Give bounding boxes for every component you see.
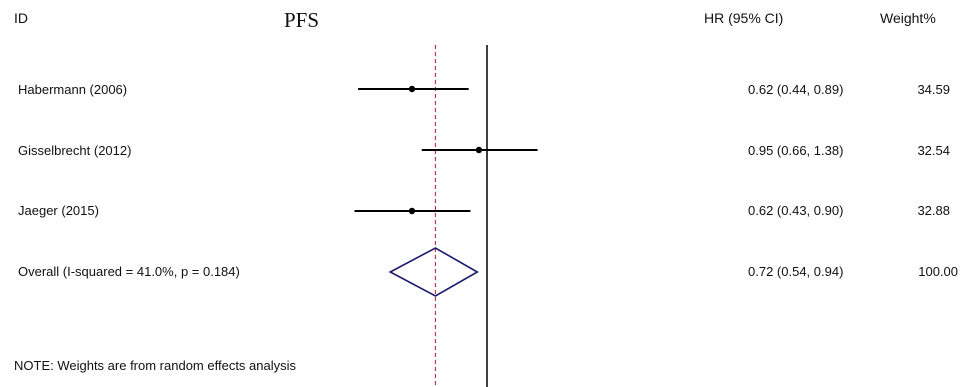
footnote: NOTE: Weights are from random effects an… bbox=[14, 358, 297, 373]
hr-text: 0.95 (0.66, 1.38) bbox=[748, 143, 844, 158]
point-estimate bbox=[475, 146, 483, 154]
hr-text: 0.62 (0.43, 0.90) bbox=[748, 203, 844, 218]
study-label: Jaeger (2015) bbox=[18, 203, 99, 218]
hr-text: 0.62 (0.44, 0.89) bbox=[748, 82, 844, 97]
weight-header-label: Weight bbox=[880, 10, 924, 26]
id-header: ID bbox=[14, 10, 28, 26]
hr-text: 0.72 (0.54, 0.94) bbox=[748, 264, 844, 279]
study-label: Gisselbrecht (2012) bbox=[18, 143, 132, 158]
point-estimate bbox=[408, 207, 416, 215]
overall-diamond bbox=[388, 247, 479, 297]
point-estimate bbox=[408, 85, 416, 93]
overall-label: Overall (I-squared = 41.0%, p = 0.184) bbox=[18, 264, 240, 279]
weight-value: 32.54 bbox=[917, 143, 950, 158]
weight-header: Weight% bbox=[880, 10, 936, 26]
hr-header: HR (95% CI) bbox=[704, 10, 784, 26]
weight-header-percent: % bbox=[923, 10, 936, 26]
study-label: Habermann (2006) bbox=[18, 82, 128, 97]
weight-value: 34.59 bbox=[917, 82, 950, 97]
weight-value: 100.00 bbox=[918, 264, 958, 279]
chart-title: PFS bbox=[284, 8, 320, 32]
weight-value: 32.88 bbox=[917, 203, 950, 218]
